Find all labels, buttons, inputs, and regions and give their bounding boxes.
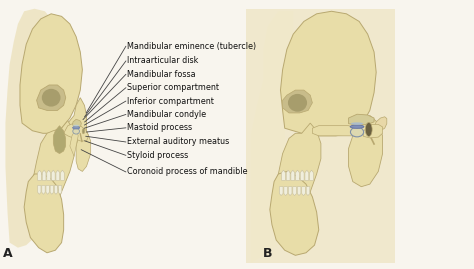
Ellipse shape: [73, 129, 80, 134]
Polygon shape: [30, 121, 74, 230]
Polygon shape: [348, 114, 374, 125]
Polygon shape: [283, 90, 312, 113]
Polygon shape: [46, 185, 49, 194]
Ellipse shape: [42, 89, 61, 107]
Polygon shape: [279, 187, 283, 196]
Polygon shape: [51, 170, 55, 180]
Polygon shape: [305, 170, 309, 180]
Text: Mastoid process: Mastoid process: [128, 123, 192, 132]
Text: Coronoid process of mandible: Coronoid process of mandible: [128, 168, 248, 176]
Text: Intraarticular disk: Intraarticular disk: [128, 56, 199, 65]
Polygon shape: [5, 9, 55, 248]
Ellipse shape: [73, 126, 80, 129]
Polygon shape: [42, 185, 45, 194]
Polygon shape: [47, 170, 51, 180]
Polygon shape: [286, 170, 290, 180]
Text: External auditory meatus: External auditory meatus: [128, 137, 229, 147]
Text: Styloid process: Styloid process: [128, 151, 189, 160]
Polygon shape: [364, 124, 383, 138]
Text: Inferior compartment: Inferior compartment: [128, 97, 214, 105]
Ellipse shape: [82, 129, 85, 134]
Polygon shape: [302, 187, 305, 196]
Text: Mandibular fossa: Mandibular fossa: [128, 70, 196, 79]
Polygon shape: [24, 174, 64, 253]
Polygon shape: [73, 119, 82, 128]
Text: A: A: [3, 247, 13, 260]
Polygon shape: [281, 11, 376, 136]
Polygon shape: [56, 170, 60, 180]
Polygon shape: [64, 123, 89, 141]
Polygon shape: [42, 170, 46, 180]
Polygon shape: [288, 187, 292, 196]
Ellipse shape: [350, 127, 364, 137]
Polygon shape: [20, 14, 82, 133]
Polygon shape: [296, 170, 300, 180]
Polygon shape: [36, 85, 66, 110]
Polygon shape: [270, 171, 319, 255]
Polygon shape: [293, 187, 296, 196]
Polygon shape: [284, 187, 288, 196]
Polygon shape: [246, 9, 395, 263]
Text: Mandibular condyle: Mandibular condyle: [128, 110, 207, 119]
Text: B: B: [263, 247, 273, 260]
Polygon shape: [291, 170, 295, 180]
Ellipse shape: [365, 122, 372, 136]
Text: Mandibular eminence (tubercle): Mandibular eminence (tubercle): [128, 42, 256, 51]
Polygon shape: [276, 123, 321, 232]
Polygon shape: [70, 128, 78, 156]
Polygon shape: [61, 170, 64, 180]
Polygon shape: [312, 126, 361, 136]
Polygon shape: [374, 117, 387, 131]
Polygon shape: [62, 98, 87, 146]
Polygon shape: [37, 185, 41, 194]
Polygon shape: [297, 187, 301, 196]
Text: Superior compartment: Superior compartment: [128, 83, 219, 92]
Ellipse shape: [351, 122, 363, 125]
Polygon shape: [55, 185, 58, 194]
Polygon shape: [58, 185, 62, 194]
Polygon shape: [306, 187, 310, 196]
Ellipse shape: [350, 125, 364, 128]
Polygon shape: [282, 170, 285, 180]
Ellipse shape: [288, 94, 307, 112]
Polygon shape: [310, 170, 313, 180]
Polygon shape: [37, 170, 41, 180]
Polygon shape: [251, 11, 293, 263]
Polygon shape: [348, 115, 383, 187]
Polygon shape: [53, 126, 66, 154]
Polygon shape: [50, 185, 54, 194]
Ellipse shape: [73, 125, 79, 126]
Polygon shape: [76, 131, 91, 171]
Polygon shape: [300, 170, 304, 180]
